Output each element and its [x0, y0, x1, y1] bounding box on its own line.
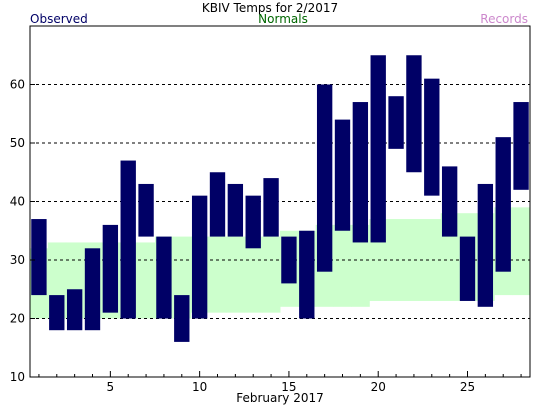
normals-band-day-19: [351, 224, 370, 307]
observed-bars: [31, 55, 529, 342]
observed-bar-day-6: [120, 160, 136, 319]
y-tick-label-60: 60: [10, 78, 25, 92]
observed-bar-day-25: [459, 236, 476, 301]
x-axis-ticks: 5 10 15 20 25: [38, 371, 522, 394]
observed-bar-day-11: [209, 172, 226, 237]
observed-bar-day-3: [66, 289, 83, 331]
observed-bar-day-27: [495, 137, 511, 272]
observed-bar-day-18: [334, 119, 351, 231]
observed-bar-day-7: [138, 183, 154, 237]
y-tick-label-20: 20: [10, 312, 25, 326]
normals-band-day-14: [262, 236, 281, 313]
normals-band-day-13: [244, 236, 263, 313]
observed-bar-day-2: [49, 295, 65, 331]
normals-band-day-28: [512, 207, 531, 296]
normals-band-day-18: [333, 224, 352, 307]
x-tick-label-5: 5: [107, 380, 115, 394]
observed-bar-day-12: [227, 183, 244, 237]
observed-bar-day-21: [388, 96, 404, 149]
x-axis-label: February 2017: [236, 391, 324, 405]
observed-bar-day-20: [370, 55, 386, 243]
observed-bar-day-5: [102, 224, 119, 313]
observed-bar-day-1: [31, 219, 47, 296]
observed-bar-day-23: [424, 78, 440, 196]
normals-band-day-11: [208, 236, 227, 313]
legend-normals: Normals: [258, 12, 308, 26]
observed-bar-day-4: [84, 248, 101, 331]
observed-bar-day-22: [406, 55, 422, 173]
y-tick-label-30: 30: [10, 253, 25, 267]
normals-band-day-7: [137, 242, 156, 319]
x-tick-label-20: 20: [371, 380, 386, 394]
legend-observed: Observed: [30, 12, 88, 26]
x-tick-label-15: 15: [281, 380, 296, 394]
normals-band-day-12: [226, 236, 245, 313]
observed-bar-day-16: [299, 230, 315, 319]
y-tick-label-50: 50: [10, 136, 25, 150]
y-tick-label-10: 10: [10, 370, 25, 384]
observed-bar-day-26: [477, 183, 494, 307]
observed-bar-day-14: [263, 178, 279, 237]
observed-bar-day-17: [316, 84, 333, 272]
x-tick-label-10: 10: [192, 380, 207, 394]
observed-bar-day-9: [174, 295, 190, 342]
y-tick-label-40: 40: [10, 195, 25, 209]
observed-bar-day-8: [156, 236, 172, 319]
observed-bar-day-24: [441, 166, 458, 237]
observed-bar-day-28: [513, 102, 529, 190]
y-axis-ticks: 10 20 30 40 50 60: [10, 78, 35, 384]
observed-bar-day-10: [191, 195, 208, 319]
x-tick-label-25: 25: [460, 380, 475, 394]
observed-bar-day-19: [352, 102, 369, 243]
legend-records: Records: [480, 12, 528, 26]
chart-title: KBIV Temps for 2/2017: [202, 1, 338, 15]
observed-bar-day-15: [281, 236, 297, 284]
observed-bar-day-13: [245, 195, 261, 249]
